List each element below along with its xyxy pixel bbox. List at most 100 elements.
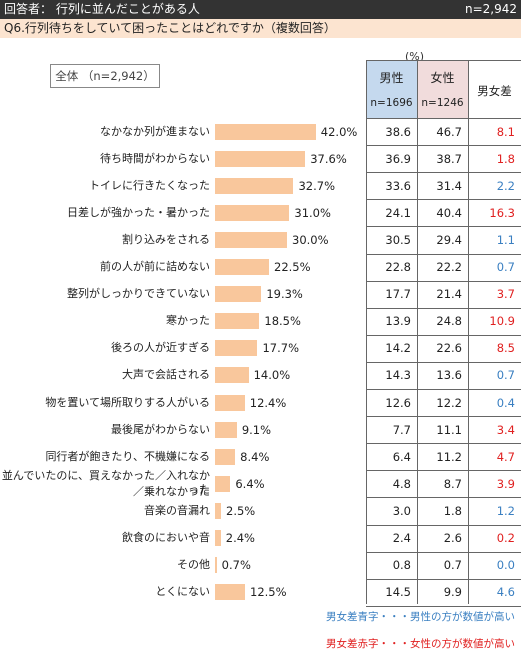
- category-label: 日差しが強かった・暑かった: [67, 205, 210, 219]
- male-value: 24.1: [385, 205, 411, 220]
- category-label: 飲食のにおいや音: [122, 531, 210, 545]
- male-value: 6.4: [392, 449, 411, 464]
- table-hline: [366, 497, 521, 499]
- female-value: 1.8: [443, 503, 462, 518]
- female-value: 11.2: [436, 449, 462, 464]
- bar: [215, 421, 237, 438]
- table-hline: [366, 307, 521, 309]
- bar-value-label: 9.1%: [241, 422, 272, 437]
- table-hline: [366, 199, 521, 201]
- category-label: 音楽の音漏れ: [144, 503, 210, 517]
- male-value: 13.9: [385, 314, 411, 329]
- gender-diff-value: 0.0: [496, 558, 515, 573]
- question-title: Q6.行列待ちをしていて困ったことはどれですか（複数回答）: [0, 19, 521, 38]
- bar: [215, 123, 316, 140]
- bar-value-label: 12.4%: [249, 395, 287, 410]
- gender-diff-value: 8.5: [496, 341, 515, 356]
- category-label: なかなか列が進まない: [100, 124, 210, 138]
- table-hline: [366, 361, 521, 363]
- bar-value-label: 19.3%: [266, 287, 303, 302]
- bar: [215, 584, 245, 601]
- table-hline: [366, 443, 521, 445]
- note-blue: 男女差青字・・・男性の方が数値が高い: [326, 611, 515, 623]
- unit-label: (%): [405, 50, 425, 63]
- bar: [215, 502, 221, 519]
- table-hline: [366, 280, 521, 282]
- category-label: 待ち時間がわからない: [100, 151, 210, 165]
- table-hline: [366, 524, 521, 526]
- table-hline: [366, 416, 521, 418]
- bar: [215, 530, 221, 547]
- male-column-title: 男性: [379, 71, 404, 85]
- table-vline: [417, 60, 418, 604]
- bar: [215, 231, 287, 248]
- bar-value-label: 2.5%: [226, 503, 256, 518]
- category-label: 割り込みをされる: [122, 232, 210, 246]
- bar: [215, 204, 290, 221]
- category-label: 前の人が前に詰めない: [100, 260, 210, 274]
- male-value: 14.5: [385, 585, 411, 600]
- bar-value-label: 32.7%: [298, 178, 336, 193]
- category-label: 並んでいたのに、買えなかった／入れなかった: [1, 468, 210, 496]
- gender-diff-value: 10.9: [489, 314, 515, 329]
- male-value: 22.8: [385, 260, 411, 275]
- bar-value-label: 8.4%: [240, 449, 270, 464]
- bar: [215, 367, 249, 384]
- male-value: 14.2: [385, 341, 411, 356]
- gender-diff-value: 3.4: [496, 422, 515, 437]
- table-hline: [366, 253, 521, 255]
- male-value: 17.7: [385, 287, 411, 302]
- category-label: とくにない: [155, 585, 210, 599]
- female-value: 0.7: [443, 558, 462, 573]
- table-hline: [366, 118, 521, 119]
- bar-value-label: 0.7%: [221, 558, 251, 573]
- male-value: 36.9: [385, 151, 411, 166]
- male-value: 30.5: [385, 232, 411, 247]
- male-value: 12.6: [385, 395, 411, 410]
- gender-diff-value: 4.6: [496, 585, 515, 600]
- category-label: 最後尾がわからない: [111, 422, 210, 436]
- table-hline: [366, 389, 521, 390]
- gender-diff-value: 0.7: [496, 368, 515, 383]
- table-hline: [366, 551, 521, 553]
- gender-diff-value: 1.2: [496, 503, 515, 518]
- gender-diff-value: 0.4: [496, 395, 515, 410]
- female-column-count: n=1246: [421, 97, 464, 109]
- table-hline: [366, 334, 521, 336]
- total-sample-box: 全体 （n=2,942）: [50, 64, 160, 88]
- female-column-title: 女性: [430, 71, 455, 85]
- female-value: 21.4: [436, 287, 462, 302]
- gender-diff-value: 1.1: [496, 232, 515, 247]
- category-label: 同行者が飽きたり、不機嫌になる: [45, 449, 210, 463]
- table-hline: [366, 470, 521, 472]
- male-value: 0.8: [392, 558, 411, 573]
- table-vline: [366, 60, 367, 604]
- male-value: 7.7: [392, 422, 411, 437]
- gender-diff-value: 3.7: [496, 287, 515, 302]
- diff-column-header: 男女差: [468, 60, 521, 118]
- male-column-header: 男性 n=1696: [366, 60, 417, 118]
- bar-value-label: 17.7%: [262, 341, 300, 356]
- male-column-count: n=1696: [370, 97, 413, 109]
- male-value: 38.6: [385, 124, 411, 139]
- respondents-header: 回答者： 行列に並んだことがある人 n=2,942: [0, 0, 521, 19]
- gender-diff-value: 3.9: [496, 476, 515, 491]
- female-value: 38.7: [436, 151, 462, 166]
- female-value: 22.6: [436, 341, 462, 356]
- table-top-line: [366, 60, 521, 61]
- category-label: トイレに行きたくなった: [89, 178, 210, 192]
- bar-value-label: 22.5%: [274, 260, 311, 275]
- female-value: 9.9: [443, 585, 462, 600]
- sample-size-label: n=2,942: [464, 2, 517, 16]
- female-value: 29.4: [436, 232, 462, 247]
- bar-value-label: 14.0%: [253, 368, 291, 383]
- gender-diff-value: 1.8: [496, 151, 515, 166]
- category-label: 整列がしっかりできていない: [67, 287, 210, 301]
- bar-value-label: 42.0%: [320, 124, 358, 139]
- bar-value-label: 6.4%: [235, 476, 265, 491]
- female-value: 8.7: [443, 476, 462, 491]
- male-value: 33.6: [385, 178, 411, 193]
- gender-diff-value: 4.7: [496, 449, 515, 464]
- female-value: 24.8: [436, 314, 462, 329]
- female-value: 11.1: [436, 422, 462, 437]
